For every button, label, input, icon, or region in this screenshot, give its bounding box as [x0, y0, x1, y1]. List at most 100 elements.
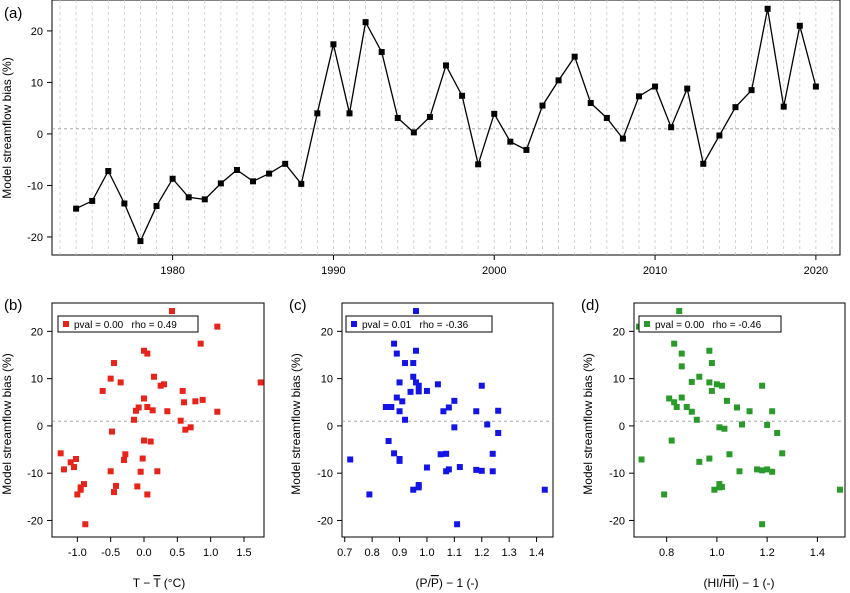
panel-c-x-axis-label: (P/P) − 1 (-): [415, 576, 478, 590]
panel-b-point-10: [81, 481, 87, 488]
panel-c-point-13: [445, 466, 452, 473]
panel-b-point-19: [147, 438, 154, 445]
panel-b-point-2: [121, 456, 127, 463]
panel-d-point-34: [706, 347, 713, 354]
panel-d-point-35: [708, 360, 715, 367]
panel-a-point-2018: [780, 103, 787, 110]
panel-b-point-44: [99, 387, 106, 394]
panel-d-y-axis-label: Model streamflow bias (%): [581, 353, 595, 494]
panel-d-scatter: (d) -20 -10 0 10 20 0.8 1.0 1.2 1.4 pval = 0.00…: [581, 297, 846, 590]
panel-a-series: [73, 5, 819, 245]
panel-b-point-39: [157, 382, 164, 389]
panel-c-point-27: [399, 398, 406, 405]
panel-a-x-axis: 1980 1990 2000 2010 2020: [160, 255, 828, 277]
panel-c-point-43: [396, 379, 403, 386]
panel-d-legend: pval = 0.00 rho = -0.46: [638, 315, 782, 333]
panel-b-point-4: [82, 521, 89, 528]
panel-a-point-2006: [587, 100, 594, 107]
panel-b-point-24: [177, 417, 184, 424]
panel-d-x-axis-label: (HI/HI) − 1 (-): [703, 576, 774, 590]
panel-d-point-18: [836, 486, 843, 493]
panel-a-y-tick-label-2: 0: [37, 129, 43, 141]
panel-a-point-1980: [169, 175, 176, 182]
panel-b-point-40: [151, 373, 157, 380]
panel-b-scatter: (b) -20 -10 0 10 20 -1.0 -0.5 0.0 0.5 1.0 1.5 pva…: [0, 297, 265, 590]
panel-b-y-tick-label-2: 0: [37, 421, 43, 433]
panel-c-point-44: [402, 360, 409, 367]
panel-b-x-tick-label-3: 0.5: [170, 547, 185, 559]
panel-d-y-tick-label-1: -10: [609, 468, 625, 480]
panel-c-x-tick-label-0: 0.7: [337, 547, 352, 559]
panel-d-point-37: [713, 381, 720, 388]
panel-c-x-axis: 0.7 0.8 0.9 1.0 1.1 1.2 1.3 1.4: [337, 537, 544, 559]
panel-c-x-tick-label-6: 1.3: [502, 547, 517, 559]
panel-b-x-axis-label: T − T (°C): [133, 576, 186, 590]
panel-a-point-2016: [748, 87, 755, 94]
panel-d-point-21: [671, 340, 678, 347]
panel-b-point-20: [122, 451, 129, 458]
panel-a-x-tick-label-0: 1980: [160, 265, 184, 277]
panel-b-point-35: [192, 398, 199, 405]
panel-c-point-34: [423, 387, 430, 394]
panel-a-point-1975: [89, 197, 96, 204]
panel-a-point-1989: [314, 110, 321, 117]
panel-d-point-44: [759, 382, 766, 389]
panel-a-label: (a): [4, 5, 22, 22]
panel-c-point-9: [423, 464, 430, 471]
panel-c-y-tick-label-2: 0: [327, 421, 333, 433]
panel-a-point-1981: [185, 194, 192, 201]
panel-b-point-7: [61, 466, 67, 473]
panel-b-point-3: [77, 486, 84, 493]
panel-d-point-22: [678, 350, 685, 357]
panel-c-point-37: [445, 404, 452, 411]
panel-c-legend-marker: [351, 321, 357, 327]
panel-b-point-48: [214, 323, 221, 330]
panel-a-point-1988: [298, 180, 305, 187]
panel-b-y-tick-label-4: 20: [31, 326, 43, 338]
panel-d-point-2: [668, 437, 675, 444]
panel-d-legend-marker: [644, 321, 650, 327]
panel-b-point-22: [109, 428, 115, 435]
panel-d-point-14: [764, 466, 771, 473]
panel-a-point-1985: [250, 178, 257, 185]
panel-b-point-47: [197, 340, 204, 347]
panel-b-x-tick-label-5: 1.5: [236, 547, 251, 559]
panel-c-point-48: [391, 340, 398, 347]
panel-d-point-0: [638, 456, 645, 463]
panel-c-point-1: [366, 491, 373, 498]
panel-b-label: (b): [4, 297, 22, 314]
panel-c-point-20: [495, 430, 502, 436]
panel-b-point-34: [179, 387, 186, 394]
panel-d-y-axis: -20 -10 0 10 20: [609, 326, 634, 527]
panel-c-legend: pval = 0.01 rho = -0.36: [345, 315, 493, 333]
panel-b-point-18: [154, 468, 161, 475]
panel-a-point-1977: [121, 200, 128, 207]
panel-d-point-23: [671, 399, 678, 406]
panel-a-point-2001: [507, 138, 514, 145]
panel-a-point-1996: [426, 113, 433, 120]
panel-c-point-36: [440, 408, 447, 415]
panel-c-point-38: [451, 397, 458, 404]
panel-b-point-30: [141, 395, 147, 402]
panel-b-y-tick-label-3: 10: [31, 374, 43, 386]
panel-d-point-1: [661, 491, 668, 498]
panel-d-point-16: [774, 430, 781, 436]
panel-d-point-15: [769, 468, 776, 475]
panel-b-x-tick-label-0: -1.0: [68, 547, 87, 559]
panel-a-x-tick-label-2: 2000: [482, 265, 506, 277]
panel-c-point-47: [393, 350, 400, 357]
panel-c-x-tick-label-3: 1.0: [419, 547, 434, 559]
panel-c-point-41: [484, 421, 491, 428]
panel-b-legend-marker: [63, 321, 69, 327]
panel-b-x-tick-label-4: 1.0: [203, 547, 218, 559]
panel-d-x-tick-label-1: 1.0: [709, 547, 724, 559]
panel-a-x-tick-label-3: 2010: [643, 265, 667, 277]
panel-c-point-16: [473, 466, 480, 473]
panel-b-point-41: [107, 375, 114, 382]
panel-c-legend-text: pval = 0.01 rho = -0.36: [362, 320, 469, 331]
panel-d-point-11: [754, 466, 761, 473]
panel-b-point-25: [187, 424, 194, 431]
panel-a-y-tick-label-1: -10: [27, 180, 43, 192]
panel-a-point-2019: [796, 22, 803, 29]
